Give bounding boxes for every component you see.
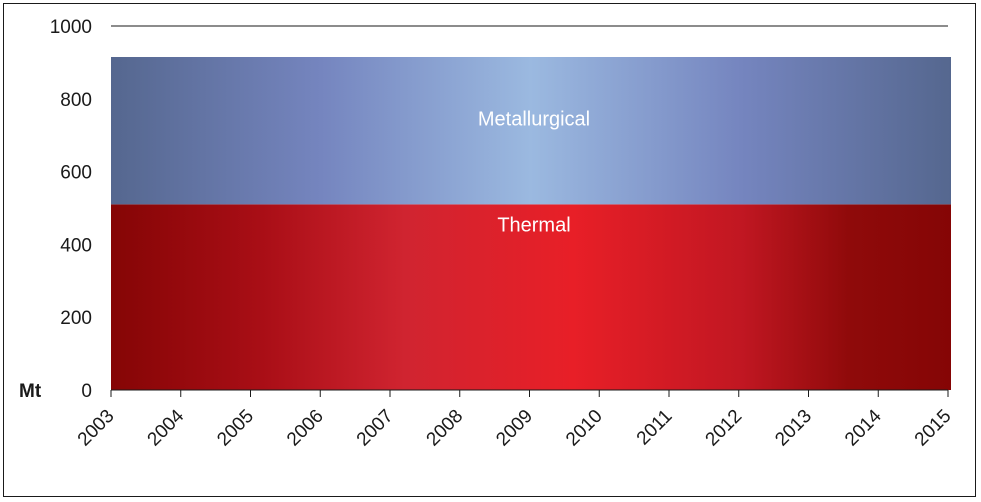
y-tick-label: 0 [81,381,92,402]
x-tick-label: 2009 [492,406,537,451]
x-tick-label: 2011 [633,406,677,450]
area-thermal [111,204,951,390]
y-axis-labels: 0 200 400 600 800 1000 [50,17,92,402]
x-tick-label: 2005 [213,406,258,451]
x-tick-label: 2013 [771,406,816,451]
x-tick-label: 2007 [353,406,398,451]
y-axis-unit-label: Mt [19,381,42,402]
series-labels: Thermal Metallurgical [478,109,590,237]
y-tick-label: 200 [60,308,92,329]
y-tick-label: 600 [60,163,92,184]
x-tick-label: 2014 [841,405,886,450]
series-areas [111,56,951,390]
y-tick-label: 400 [60,235,92,256]
area-metallurgical [111,56,951,205]
series-label-metallurgical: Metallurgical [478,109,590,131]
x-tick-label: 2003 [74,406,119,451]
chart-frame: 0 200 400 600 800 1000 2003 2004 2005 2006 2007 20… [3,3,976,497]
x-tick-label: 2015 [911,406,956,451]
x-tick-label: 2008 [423,406,468,451]
series-label-thermal: Thermal [497,214,570,236]
x-axis-ticks [110,390,949,397]
x-tick-label: 2010 [562,406,607,451]
x-axis-labels: 2003 2004 2005 2006 2007 2008 2009 2010 2011 2012… [74,405,956,450]
x-tick-label: 2006 [283,406,328,451]
x-tick-label: 2012 [702,406,747,451]
y-tick-label: 800 [60,90,92,111]
y-tick-label: 1000 [50,17,92,38]
x-tick-label: 2004 [144,405,189,450]
